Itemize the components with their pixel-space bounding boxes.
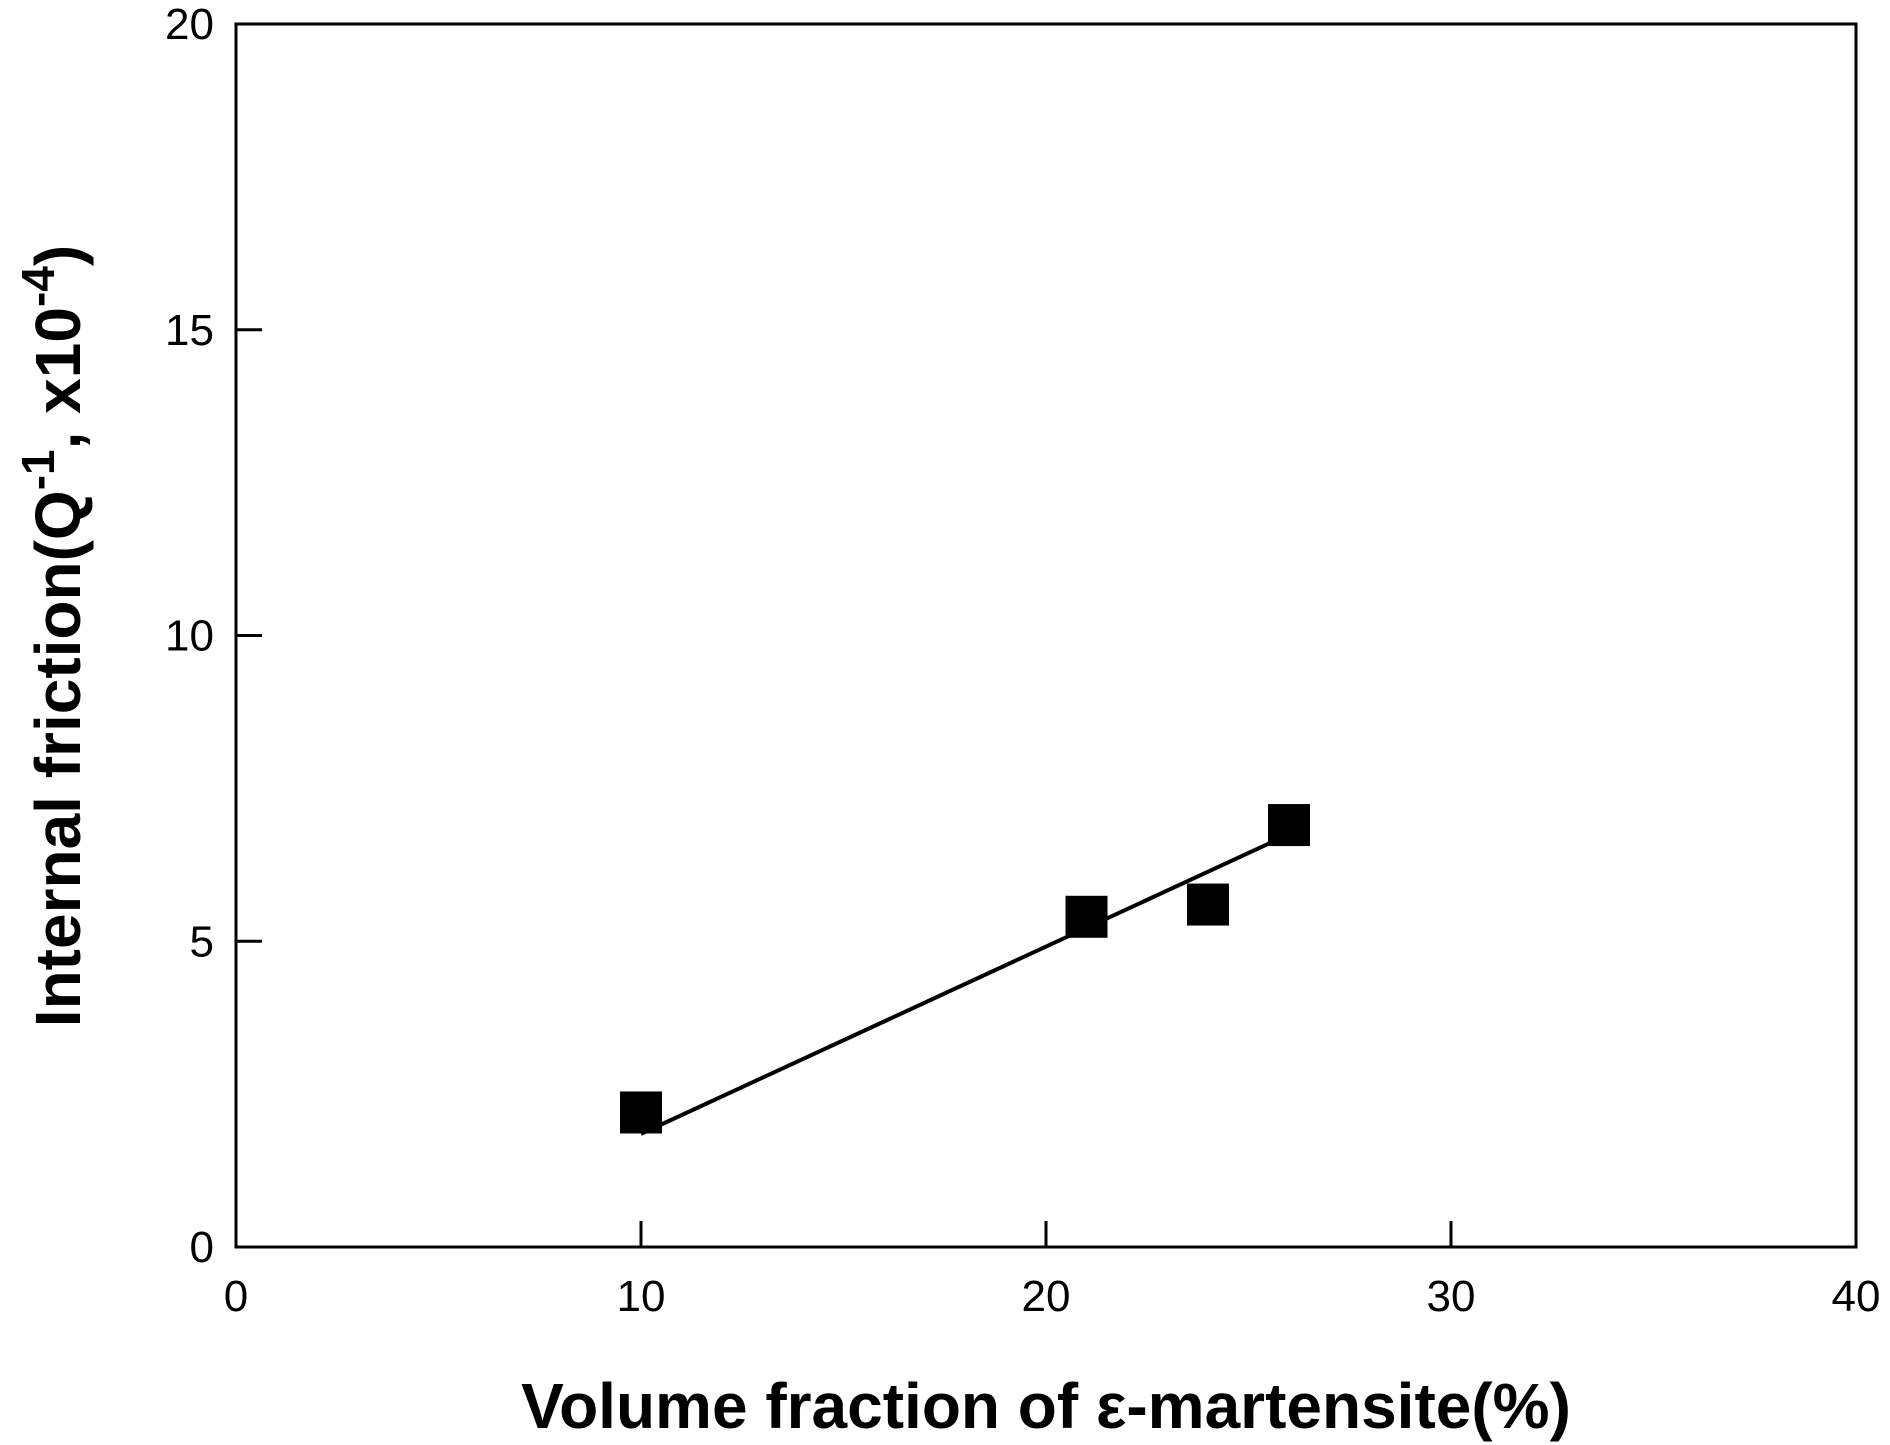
- x-tick-label: 10: [617, 1272, 666, 1321]
- data-point: [1065, 895, 1108, 938]
- fit-line: [640, 832, 1290, 1136]
- y-tick-label: 15: [165, 306, 214, 355]
- y-tick-label: 10: [165, 612, 214, 661]
- x-tick-label: 20: [1022, 1272, 1071, 1321]
- y-axis-title-mid: , x10: [22, 307, 94, 449]
- y-axis-ticks: 0 5 10 15 20: [165, 0, 262, 1272]
- y-axis-title-sup2: -4: [12, 266, 64, 307]
- x-tick-label: 40: [1832, 1272, 1881, 1321]
- x-axis-ticks: 0 10 20 30 40: [224, 1221, 1881, 1321]
- x-tick-label: 0: [224, 1272, 248, 1321]
- y-axis-title-end: ): [22, 245, 94, 266]
- y-tick-label: 20: [165, 0, 214, 49]
- fit-line-group: [640, 832, 1290, 1136]
- y-axis-title-sup1: -1: [12, 449, 64, 490]
- data-point: [1268, 804, 1310, 847]
- data-point: [1187, 883, 1229, 926]
- y-axis-title-main: Internal friction(Q: [22, 490, 94, 1027]
- x-tick-label: 30: [1427, 1272, 1476, 1321]
- x-axis-title: Volume fraction of ε-martensite(%): [521, 1370, 1571, 1442]
- y-tick-label: 0: [190, 1223, 214, 1272]
- data-points: [620, 804, 1310, 1134]
- plot-frame: [234, 22, 1858, 1249]
- y-tick-label: 5: [190, 917, 214, 966]
- data-point: [620, 1091, 662, 1134]
- y-axis-title: Internal friction(Q-1, x10-4): [12, 245, 94, 1027]
